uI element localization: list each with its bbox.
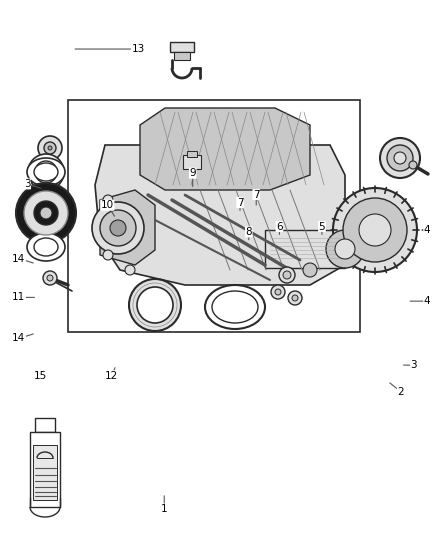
Text: 7: 7: [253, 190, 260, 199]
Circle shape: [292, 295, 298, 301]
Bar: [183, 155, 201, 169]
Text: 8: 8: [245, 227, 252, 237]
Text: 14: 14: [12, 334, 25, 343]
Bar: [33, 445, 57, 500]
Circle shape: [326, 230, 364, 268]
Bar: [174, 52, 190, 60]
Circle shape: [100, 210, 136, 246]
Text: 10: 10: [101, 200, 114, 210]
Text: 11: 11: [12, 293, 25, 302]
Ellipse shape: [27, 158, 65, 186]
Text: 1: 1: [161, 504, 168, 514]
Polygon shape: [95, 145, 345, 285]
Text: 9: 9: [189, 168, 196, 178]
Text: 4: 4: [424, 296, 431, 306]
Polygon shape: [140, 108, 310, 190]
Circle shape: [110, 220, 126, 236]
Circle shape: [40, 207, 52, 219]
Circle shape: [24, 191, 68, 235]
Bar: [170, 42, 194, 52]
Ellipse shape: [27, 233, 65, 261]
Circle shape: [380, 138, 420, 178]
Circle shape: [34, 201, 58, 225]
Ellipse shape: [34, 238, 58, 256]
Text: 5: 5: [318, 222, 325, 231]
Circle shape: [275, 289, 281, 295]
Bar: [35, 418, 55, 432]
Bar: [68, 100, 360, 332]
Text: 6: 6: [276, 222, 283, 231]
Circle shape: [335, 239, 355, 259]
Circle shape: [28, 154, 64, 190]
Circle shape: [16, 183, 76, 243]
Bar: [30, 432, 60, 507]
Circle shape: [137, 287, 173, 323]
Circle shape: [38, 136, 62, 160]
Circle shape: [288, 291, 302, 305]
Text: 7: 7: [237, 198, 244, 207]
Circle shape: [129, 279, 181, 331]
Ellipse shape: [34, 163, 58, 181]
Circle shape: [394, 152, 406, 164]
Text: 14: 14: [12, 254, 25, 263]
Circle shape: [43, 271, 57, 285]
Circle shape: [103, 195, 113, 205]
Circle shape: [44, 142, 56, 154]
Circle shape: [409, 161, 417, 169]
Circle shape: [103, 250, 113, 260]
Circle shape: [387, 145, 413, 171]
Circle shape: [333, 188, 417, 272]
Circle shape: [48, 146, 52, 150]
Text: 12: 12: [105, 371, 118, 381]
Text: 3: 3: [24, 179, 31, 189]
Text: 3: 3: [410, 360, 417, 370]
Circle shape: [359, 214, 391, 246]
Text: 4: 4: [424, 225, 431, 235]
Text: 15: 15: [34, 371, 47, 381]
Circle shape: [343, 198, 407, 262]
Circle shape: [92, 202, 144, 254]
Bar: [265, 230, 345, 268]
Circle shape: [283, 271, 291, 279]
Text: 13: 13: [131, 44, 145, 54]
Circle shape: [279, 267, 295, 283]
Circle shape: [271, 285, 285, 299]
Polygon shape: [100, 190, 155, 265]
Bar: [187, 151, 197, 157]
Text: 2: 2: [397, 387, 404, 397]
Circle shape: [303, 263, 317, 277]
Circle shape: [125, 265, 135, 275]
Circle shape: [47, 275, 53, 281]
